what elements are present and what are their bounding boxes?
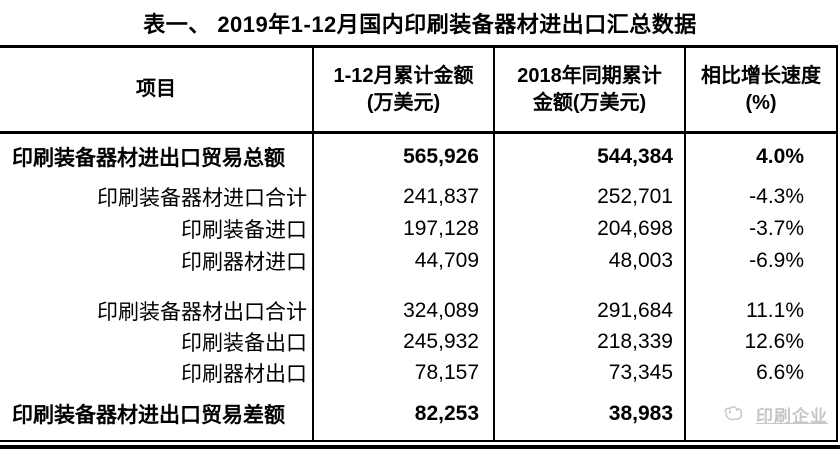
row-label: 印刷器材进口 [0,244,314,277]
row-label: 印刷器材出口 [0,357,314,389]
col-header-item: 项目 [0,46,314,134]
row-current: 245,932 [313,326,495,358]
import-export-summary-table: 项目 1-12月累计金额 (万美元) 2018年同期累计 金额(万美元) 相比增… [0,45,838,442]
header-row: 项目 1-12月累计金额 (万美元) 2018年同期累计 金额(万美元) 相比增… [0,46,838,134]
row-previous: 252,701 [494,180,686,213]
table-title: 表一、 2019年1-12月国内印刷装备器材进出口汇总数据 [143,11,697,37]
watermark: 印刷企业 [686,402,835,427]
row-current: 78,157 [313,357,495,389]
table-row-trade-balance: 印刷装备器材进出口贸易差额 82,253 38,983 印刷企业 [0,388,838,442]
table-row-equipment-import: 印刷装备进口 197,128 204,698 -3.7% [0,212,838,245]
row-label: 印刷装备出口 [0,326,314,358]
col-header-current: 1-12月累计金额 (万美元) [313,46,495,134]
row-growth: -6.9% [685,244,838,277]
table-row-total: 印刷装备器材进出口贸易总额 565,926 544,384 4.0% [0,132,838,181]
watermark-text: 印刷企业 [756,406,828,426]
row-previous: 218,339 [494,326,686,358]
row-previous: 204,698 [494,212,686,245]
row-current: 324,089 [313,294,495,327]
row-label: 印刷装备器材进出口贸易总额 [0,132,314,181]
row-previous: 38,983 [494,388,686,442]
row-growth: -4.3% [685,180,838,213]
row-previous: 544,384 [494,132,686,181]
col-header-growth: 相比增长速度 (%) [685,46,838,134]
table-row-export-total: 印刷装备器材出口合计 324,089 291,684 11.1% [0,294,838,327]
table-row-materials-import: 印刷器材进口 44,709 48,003 -6.9% [0,244,838,277]
row-current: 241,837 [313,180,495,213]
row-current: 82,253 [313,388,495,442]
row-growth: -3.7% [685,212,838,245]
row-label: 印刷装备器材出口合计 [0,294,314,327]
row-previous: 48,003 [494,244,686,277]
table-row-equipment-export: 印刷装备出口 245,932 218,339 12.6% [0,326,838,358]
row-current: 197,128 [313,212,495,245]
col-header-previous: 2018年同期累计 金额(万美元) [494,46,686,134]
watermark-bird-icon [723,404,753,424]
row-previous: 291,684 [494,294,686,327]
row-current: 44,709 [313,244,495,277]
row-growth: 12.6% [685,326,838,358]
table-row-import-total: 印刷装备器材进口合计 241,837 252,701 -4.3% [0,180,838,213]
row-previous: 73,345 [494,357,686,389]
row-current: 565,926 [313,132,495,181]
row-growth-watermark-cell: 印刷企业 [685,388,838,442]
table-bottom-rule [0,445,840,449]
row-label: 印刷装备进口 [0,212,314,245]
row-label: 印刷装备器材进口合计 [0,180,314,213]
row-growth: 6.6% [685,357,838,389]
row-label: 印刷装备器材进出口贸易差额 [0,388,314,442]
table-row-materials-export: 印刷器材出口 78,157 73,345 6.6% [0,357,838,389]
col-header-item-label: 项目 [136,78,176,100]
table-row-spacer [0,276,838,295]
row-growth: 11.1% [685,294,838,327]
row-growth: 4.0% [685,132,838,181]
